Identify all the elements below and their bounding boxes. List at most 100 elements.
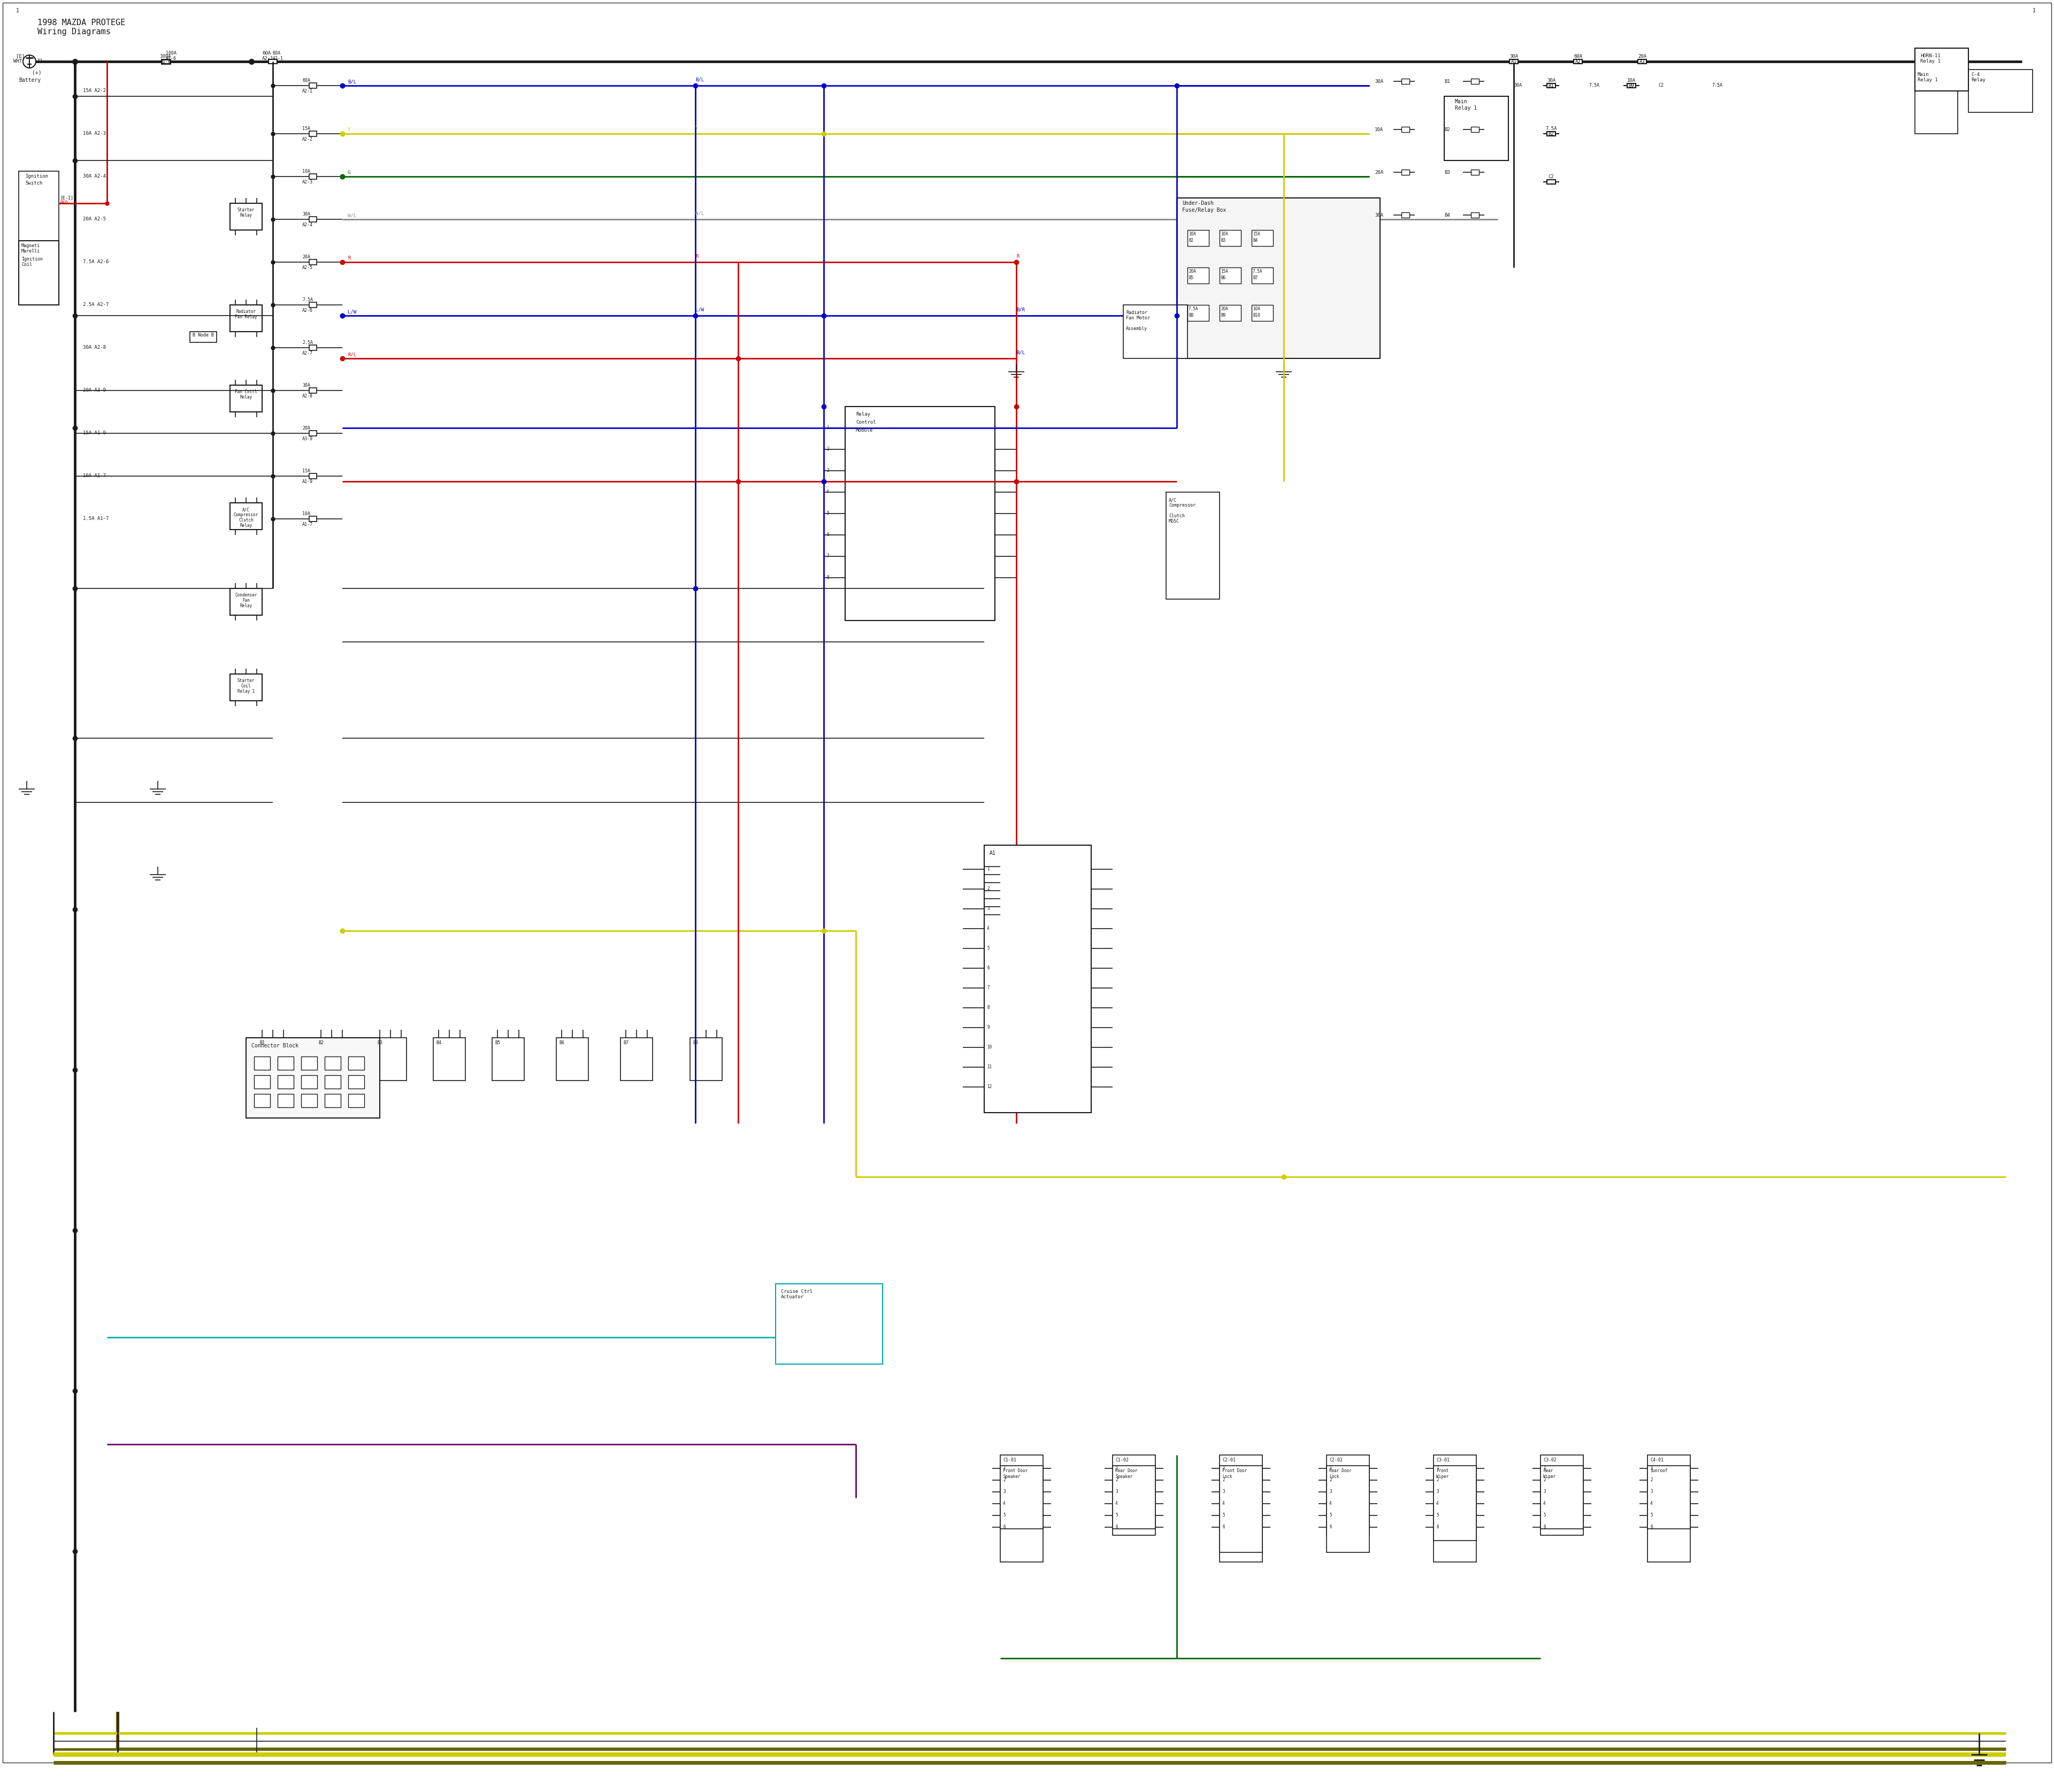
Text: 30A A2-8: 30A A2-8 [82,346,107,349]
Text: 1: 1 [16,7,18,13]
Text: Connector Block: Connector Block [251,1043,298,1048]
Bar [620,1038,653,1081]
Text: C2: C2 [1549,174,1555,179]
Text: Starter: Starter [238,208,255,213]
Bar [1637,59,1647,65]
Text: 4: 4 [1649,1502,1653,1505]
Text: Lock: Lock [1329,1475,1339,1478]
Text: 6: 6 [1543,1525,1547,1529]
Text: C4-01: C4-01 [1649,1457,1664,1462]
Bar [1547,131,1555,136]
Text: G: G [347,170,351,176]
Text: A2-4: A2-4 [302,222,312,228]
Bar [162,59,170,65]
Bar [1444,97,1508,161]
Text: A2-1: A2-1 [263,56,273,61]
Text: (+): (+) [33,70,41,75]
Bar [1471,213,1479,217]
Text: Rear Door: Rear Door [1329,1468,1352,1473]
Text: 2: 2 [1436,1477,1438,1482]
Bar [1401,170,1409,176]
Text: 12: 12 [986,1084,992,1090]
Bar [1547,84,1555,88]
Text: 4: 4 [826,489,830,495]
Bar [277,1093,294,1107]
Bar [1547,179,1555,185]
Text: 6: 6 [1002,1525,1004,1529]
Bar [302,1093,316,1107]
Text: 60A: 60A [302,79,310,82]
Text: Front: Front [1436,1468,1448,1473]
Text: 60A: 60A [263,50,271,56]
Text: 7.5A: 7.5A [1588,82,1600,88]
Text: Speaker: Speaker [1002,1475,1021,1478]
Text: 1: 1 [1002,1466,1004,1471]
Bar [1187,229,1210,246]
Text: Ignition: Ignition [25,174,47,179]
Text: Ignition
Coil: Ignition Coil [21,256,43,267]
Text: Fan Cntrl: Fan Cntrl [234,389,257,394]
Bar [433,1038,466,1081]
Bar [310,473,316,478]
Text: Rear Door: Rear Door [1115,1468,1138,1473]
Bar [844,407,994,620]
Bar [1220,1455,1263,1563]
Text: T1: T1 [37,59,43,65]
Text: 10A: 10A [1189,231,1195,237]
Text: Radiator: Radiator [236,310,257,314]
Text: 2: 2 [1002,1477,1004,1482]
Text: 4: 4 [1543,1502,1547,1505]
Bar [1327,1455,1370,1536]
Text: C1-01: C1-01 [1002,1457,1017,1462]
Bar [277,1075,294,1088]
Bar [1434,1466,1477,1541]
Text: 15A A2-2: 15A A2-2 [82,88,107,93]
Text: R: R [696,254,698,258]
Text: 60A
A2: 60A A2 [1573,54,1582,65]
Text: 15A A1-9: 15A A1-9 [82,430,107,435]
Text: Relay 1: Relay 1 [238,688,255,694]
Bar [310,82,316,88]
Text: A2-8: A2-8 [302,394,312,398]
Text: 100A
A1-6: 100A A1-6 [166,50,177,61]
Bar [1647,1466,1690,1529]
Text: RED: RED [60,201,68,206]
Text: Relay: Relay [240,523,253,529]
Bar [1251,267,1273,283]
Text: 2: 2 [1649,1477,1653,1482]
Text: 10A A1-7: 10A A1-7 [82,473,107,478]
Text: Battery: Battery [18,77,41,82]
Bar [18,172,60,278]
Bar [310,303,316,308]
Text: B4: B4 [1444,213,1450,217]
Text: B4: B4 [435,1041,442,1045]
Text: 10A: 10A [302,511,310,516]
Bar [325,1057,341,1070]
Text: R/L: R/L [347,351,355,357]
Text: 7.5A: 7.5A [1711,82,1723,88]
Text: 1: 1 [1222,1466,1224,1471]
Bar [1251,229,1273,246]
Text: A2-1: A2-1 [302,90,312,93]
Bar [493,1038,524,1081]
Text: A1-7: A1-7 [302,521,312,527]
Text: 15A: 15A [1253,231,1261,237]
Text: Wiper: Wiper [1436,1475,1448,1478]
Text: 10: 10 [986,1045,992,1050]
Text: Main
Relay 1: Main Relay 1 [1918,72,1937,82]
Text: Radiator
Fan Motor: Radiator Fan Motor [1126,310,1150,321]
Text: Condenser: Condenser [234,593,257,597]
Text: 30A: 30A [1374,213,1382,217]
Text: 3: 3 [1002,1489,1004,1495]
Text: Starter: Starter [238,679,255,683]
Bar [349,1057,364,1070]
Text: B8: B8 [1189,314,1193,317]
Bar [310,260,316,265]
Text: Relay: Relay [240,604,253,607]
Bar [310,174,316,179]
Text: Relay: Relay [240,213,253,217]
Text: 6: 6 [826,532,830,538]
Text: B/L: B/L [696,77,705,82]
Text: Under-Dash: Under-Dash [1183,201,1214,206]
Text: 20A
A3: 20A A3 [1637,54,1647,65]
